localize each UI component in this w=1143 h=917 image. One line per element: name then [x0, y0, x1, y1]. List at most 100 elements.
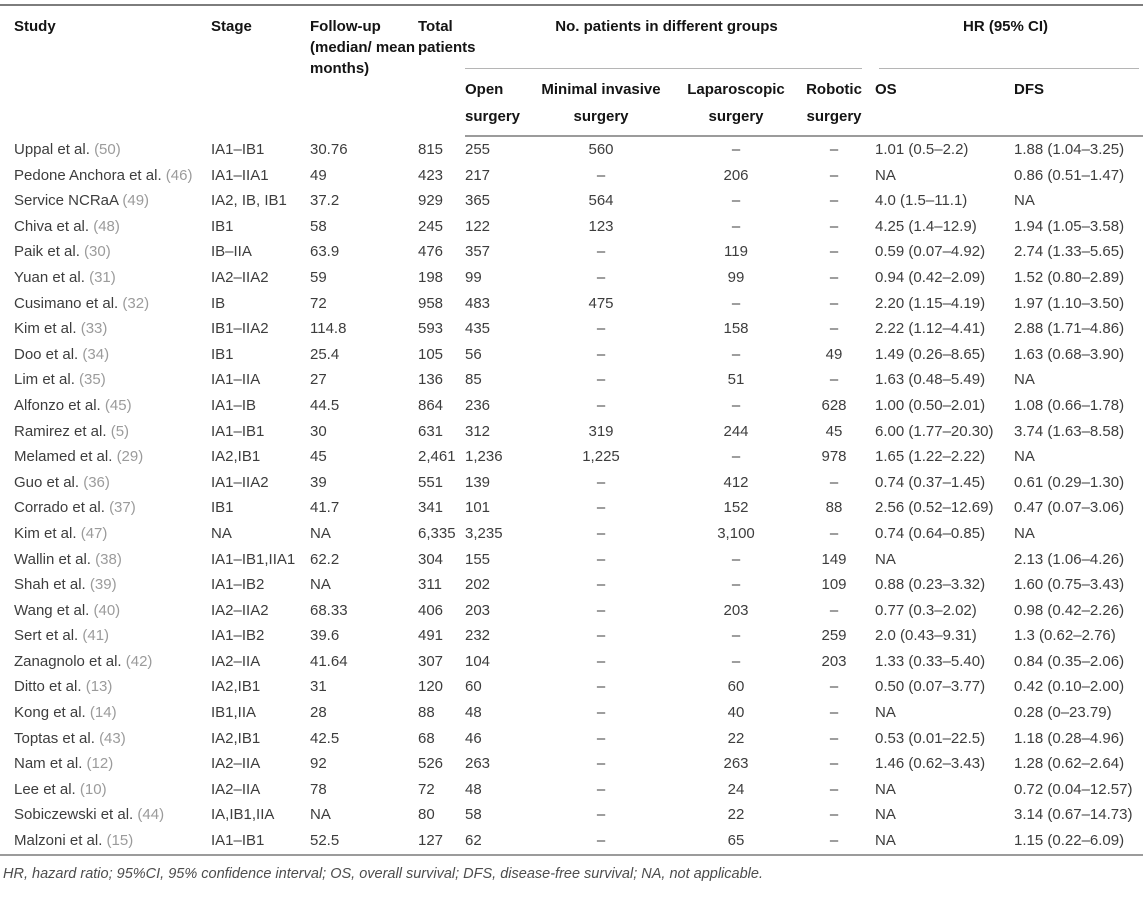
cell-minimal-invasive: –	[596, 576, 606, 594]
reference-link[interactable]: (48)	[93, 217, 120, 235]
reference-link[interactable]: (32)	[122, 294, 150, 312]
cell-study: Kim et al. (33)	[0, 316, 211, 342]
reference-link[interactable]: (40)	[93, 601, 121, 619]
cell-laparoscopic: 263	[723, 755, 749, 773]
cell-followup: 27	[310, 371, 327, 389]
cell-hr-dfs: 0.72 (0.04–12.57)	[1014, 780, 1133, 798]
reference-link[interactable]: (15)	[106, 832, 134, 850]
reference-link[interactable]: (39)	[89, 576, 117, 594]
cell-study: Wang et al. (40)	[0, 598, 211, 624]
cell-study: Guo et al. (36)	[0, 470, 211, 496]
table-row: Ramirez et al. (5) IA1–IB1 30 631 312 31…	[0, 419, 1143, 445]
cell-open-surgery: 1,236	[465, 448, 503, 466]
reference-link[interactable]: (35)	[79, 371, 106, 389]
reference-link[interactable]: (33)	[80, 320, 108, 338]
cell-stage: IA1–IB1,IIA1	[211, 550, 296, 568]
cell-total-patients: 136	[418, 371, 444, 389]
reference-link[interactable]: (12)	[86, 755, 114, 773]
cell-hr-dfs: 1.63 (0.68–3.90)	[1014, 345, 1125, 363]
cell-robotic: –	[829, 729, 839, 747]
reference-link[interactable]: (14)	[89, 704, 117, 722]
reference-link[interactable]: (49)	[122, 192, 150, 210]
cell-minimal-invasive: –	[596, 166, 606, 184]
cell-robotic: –	[800, 828, 869, 856]
reference-link[interactable]: (5)	[110, 422, 130, 440]
reference-link[interactable]: (44)	[137, 806, 165, 824]
cell-stage: IA2–IIA2	[211, 268, 269, 286]
cell-open-surgery: 56	[465, 345, 482, 363]
table-row: Doo et al. (34) IB1 25.4 105 56 – – 49 1…	[0, 342, 1143, 368]
cell-laparoscopic: –	[731, 576, 741, 594]
reference-link[interactable]: (38)	[95, 550, 122, 568]
reference-link[interactable]: (46)	[165, 166, 193, 184]
cell-study: Toptas et al. (43)	[0, 726, 211, 752]
study-name: Kim et al.	[14, 320, 77, 338]
cell-followup: 49	[310, 166, 327, 184]
cell-stage: IA1–IIA	[211, 371, 261, 389]
cell-open-surgery: 48	[465, 780, 482, 798]
cell-study: Lee et al. (10)	[0, 777, 211, 803]
cell-minimal-invasive: 475	[588, 294, 614, 312]
cell-hr-dfs: 1.3 (0.62–2.76)	[1014, 627, 1116, 645]
cell-hr-os: 0.74 (0.64–0.85)	[875, 524, 986, 542]
cell-open-surgery: 139	[465, 473, 491, 491]
cell-study: Ditto et al. (13)	[0, 674, 211, 700]
cell-open-surgery: 3,235	[465, 524, 503, 542]
reference-link[interactable]: (47)	[80, 524, 108, 542]
cell-open-surgery: 236	[465, 396, 491, 414]
reference-link[interactable]: (34)	[82, 345, 110, 363]
reference-link[interactable]: (29)	[116, 448, 144, 466]
studies-table: Study Stage Follow-up (median/ mean mont…	[0, 4, 1143, 856]
cell-study: Shah et al. (39)	[0, 572, 211, 598]
cell-total-patients: 423	[418, 166, 444, 184]
cell-minimal-invasive: –	[596, 704, 606, 722]
reference-link[interactable]: (30)	[84, 243, 111, 261]
cell-stage: IB–IIA	[211, 243, 252, 261]
cell-total-patients: 631	[418, 422, 444, 440]
reference-link[interactable]: (37)	[109, 499, 136, 517]
reference-link[interactable]: (50)	[94, 140, 121, 158]
table-row: Cusimano et al. (32) IB 72 958 483 475 –…	[0, 291, 1143, 317]
table-row: Toptas et al. (43) IA2,IB1 42.5 68 46 – …	[0, 726, 1143, 752]
cell-robotic: –	[829, 141, 839, 158]
column-header-os: OS	[868, 69, 1008, 137]
table-row: Lim et al. (35) IA1–IIA 27 136 85 – 51 –…	[0, 367, 1143, 393]
cell-stage: IA2,IB1	[211, 729, 261, 747]
cell-laparoscopic: 152	[723, 499, 749, 517]
table-body: Uppal et al. (50) IA1–IB1 30.76 815 255 …	[0, 136, 1143, 856]
study-name: Corrado et al.	[14, 499, 105, 517]
table-row: Uppal et al. (50) IA1–IB1 30.76 815 255 …	[0, 136, 1143, 163]
cell-open-surgery: 263	[465, 755, 491, 773]
reference-link[interactable]: (43)	[99, 729, 126, 747]
cell-minimal-invasive: –	[530, 828, 672, 856]
cell-hr-dfs: 1.88 (1.04–3.25)	[1014, 141, 1125, 158]
reference-link[interactable]: (13)	[85, 678, 113, 696]
cell-hr-os: 6.00 (1.77–20.30)	[875, 422, 994, 440]
cell-open-surgery: 46	[465, 729, 482, 747]
cell-total-patients: 526	[418, 755, 444, 773]
cell-hr-dfs: 1.28 (0.62–2.64)	[1014, 755, 1125, 773]
reference-link[interactable]: (10)	[79, 780, 107, 798]
cell-study: Cusimano et al. (32)	[0, 291, 211, 317]
reference-link[interactable]: (41)	[82, 627, 110, 645]
reference-link[interactable]: (36)	[83, 473, 110, 491]
cell-stage: IA2–IIA2	[211, 601, 269, 619]
reference-link[interactable]: (45)	[104, 396, 132, 414]
cell-stage: IA1–IB1	[211, 140, 265, 158]
table-row: Wallin et al. (38) IA1–IB1,IIA1 62.2 304…	[0, 547, 1143, 573]
cell-minimal-invasive: –	[596, 396, 606, 414]
table-row: Chiva et al. (48) IB1 58 245 122 123 – –…	[0, 214, 1143, 240]
study-name: Ramirez et al.	[14, 422, 107, 440]
table-row: Zanagnolo et al. (42) IA2–IIA 41.64 307 …	[0, 649, 1143, 675]
column-header-robotic: Robotic surgery	[800, 69, 869, 137]
cell-total-patients: 304	[418, 550, 444, 568]
table-row: Nam et al. (12) IA2–IIA 92 526 263 – 263…	[0, 751, 1143, 777]
cell-laparoscopic: 99	[727, 268, 745, 286]
cell-hr-os: 1.01 (0.5–2.2)	[875, 141, 969, 158]
cell-stage: IB1	[211, 345, 234, 363]
cell-hr-os: 1.46 (0.62–3.43)	[875, 755, 986, 773]
cell-laparoscopic: –	[731, 448, 741, 466]
cell-hr-dfs: NA	[1014, 524, 1035, 542]
reference-link[interactable]: (42)	[125, 652, 153, 670]
reference-link[interactable]: (31)	[89, 268, 116, 286]
